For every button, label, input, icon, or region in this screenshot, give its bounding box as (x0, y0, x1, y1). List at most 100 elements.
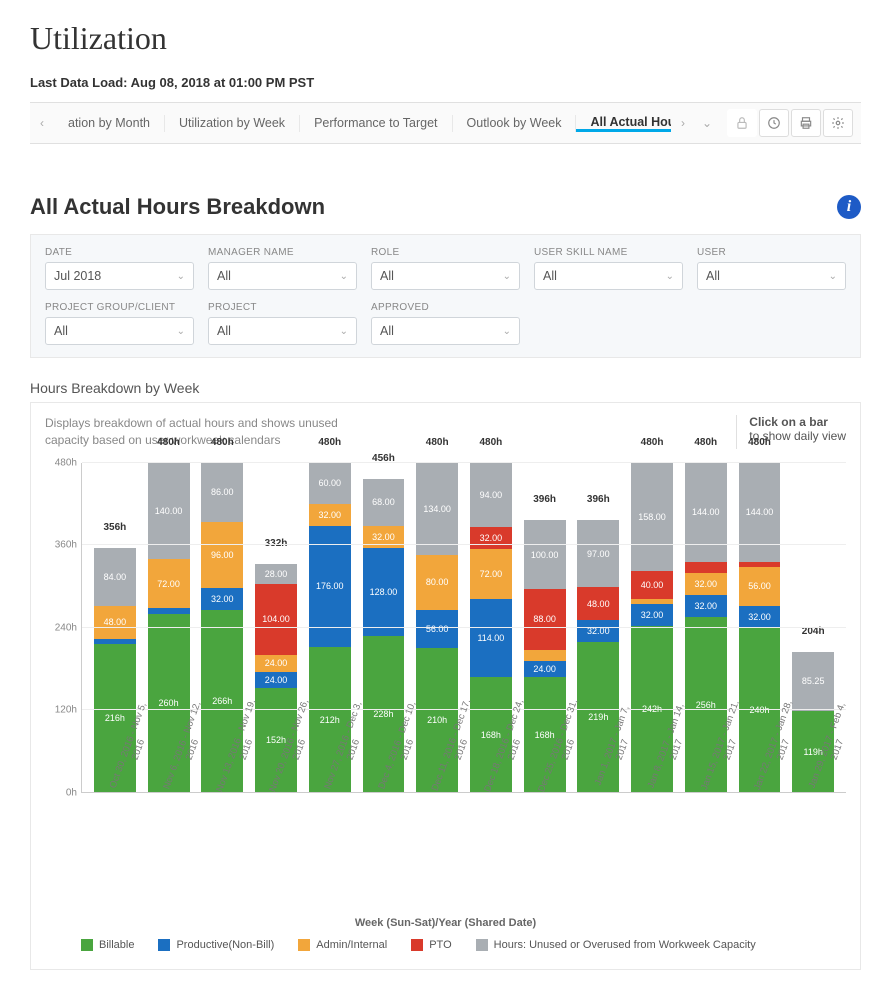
bar-segment-pto (685, 562, 727, 573)
chevron-down-icon: ⌄ (340, 271, 348, 282)
bar-total-label: 480h (211, 437, 234, 450)
filter-value: All (706, 269, 720, 283)
filter-select[interactable]: All⌄ (371, 262, 520, 290)
filter-role: ROLE All⌄ (371, 247, 520, 290)
legend-swatch (158, 939, 170, 951)
filter-label: USER SKILL NAME (534, 247, 683, 258)
legend-item-unused: Hours: Unused or Overused from Workweek … (476, 939, 756, 951)
bar-segment-admin: 32.00 (685, 573, 727, 595)
info-icon[interactable]: i (837, 195, 861, 219)
filter-project: PROJECT All⌄ (208, 302, 357, 345)
filter-select[interactable]: All⌄ (697, 262, 846, 290)
filter-label: DATE (45, 247, 194, 258)
bar-segment-pto: 88.00 (524, 589, 566, 650)
filter-select[interactable]: All ⌄ (371, 317, 520, 345)
gridline (82, 462, 846, 463)
filter-label: PROJECT (208, 302, 357, 313)
bar-segment-admin: 24.00 (255, 655, 297, 672)
bar-total-label: 204h (802, 626, 825, 639)
legend-label: Hours: Unused or Overused from Workweek … (494, 939, 756, 951)
bar-segment-productive: 114.00 (470, 599, 512, 677)
lock-icon (727, 109, 757, 137)
bar-segment-admin: 56.00 (739, 567, 781, 606)
filter-select[interactable]: Jul 2018⌄ (45, 262, 194, 290)
y-tick-label: 360h (55, 540, 77, 551)
bar-total-label: 480h (157, 437, 180, 450)
legend-swatch (476, 939, 488, 951)
tab-scroll-left[interactable]: ‹ (30, 116, 54, 130)
bar-segment-unused: 144.00 (685, 463, 727, 562)
bar-segment-admin: 72.00 (470, 549, 512, 599)
chevron-down-icon: ⌄ (666, 271, 674, 282)
filter-label: PROJECT GROUP/CLIENT (45, 302, 194, 313)
bar-segment-admin: 48.00 (94, 606, 136, 639)
filter-date: DATE Jul 2018⌄ (45, 247, 194, 290)
filter-select[interactable]: All ⌄ (45, 317, 194, 345)
bar-segment-unused: 100.00 (524, 520, 566, 589)
y-tick-label: 0h (66, 787, 77, 798)
gridline (82, 627, 846, 628)
bar-total-label: 396h (587, 494, 610, 507)
chart-hint-bold: Click on a bar (749, 415, 846, 429)
filter-project-group-client: PROJECT GROUP/CLIENT All ⌄ (45, 302, 194, 345)
filter-select[interactable]: All⌄ (208, 317, 357, 345)
tab-bar: ‹ ation by MonthUtilization by WeekPerfo… (30, 102, 861, 144)
filter-value: All (380, 324, 394, 338)
legend-label: Admin/Internal (316, 939, 387, 951)
filter-value: All (54, 324, 68, 338)
bar-segment-unused: 97.00 (577, 520, 619, 587)
section-title: All Actual Hours Breakdown (30, 194, 325, 220)
chart-title: Hours Breakdown by Week (30, 380, 861, 396)
legend-swatch (298, 939, 310, 951)
filter-label: ROLE (371, 247, 520, 258)
bar-total-label: 480h (426, 437, 449, 450)
legend-item-pto: PTO (411, 939, 451, 951)
chevron-down-icon: ⌄ (503, 326, 511, 337)
legend-item-productive: Productive(Non-Bill) (158, 939, 274, 951)
clock-icon-button[interactable] (759, 109, 789, 137)
bar-segment-pto: 48.00 (577, 587, 619, 620)
bar-segment-unused: 158.00 (631, 463, 673, 572)
filter-manager-name: MANAGER NAME All ⌄ (208, 247, 357, 290)
chart-description: Displays breakdown of actual hours and s… (45, 415, 365, 449)
bar-segment-productive: 32.00 (201, 588, 243, 610)
bar-total-label: 456h (372, 453, 395, 466)
x-axis: Oct 30, 2016 - Nov 5, 2016Nov 6, 2016 - … (45, 801, 846, 911)
chevron-down-icon: ⌄ (340, 326, 348, 337)
chevron-down-icon: ⌄ (503, 271, 511, 282)
filter-label: MANAGER NAME (208, 247, 357, 258)
bar-total-label: 480h (318, 437, 341, 450)
bar-segment-productive: 24.00 (524, 661, 566, 678)
bar-total-label: 480h (748, 437, 771, 450)
filter-select[interactable]: All ⌄ (534, 262, 683, 290)
legend-label: PTO (429, 939, 451, 951)
bar-segment-pto: 104.00 (255, 584, 297, 656)
y-tick-label: 480h (55, 457, 77, 468)
bar-segment-unused: 134.00 (416, 463, 458, 555)
filter-value: All (217, 269, 231, 283)
filter-select[interactable]: All ⌄ (208, 262, 357, 290)
tab-dropdown[interactable]: ⌄ (695, 116, 719, 130)
bar-segment-unused: 94.00 (470, 463, 512, 528)
filter-value: All (543, 269, 557, 283)
bar-total-label: 396h (533, 494, 556, 507)
tab-scroll-right[interactable]: › (671, 116, 695, 130)
gear-icon-button[interactable] (823, 109, 853, 137)
tab-1[interactable]: Utilization by Week (165, 115, 300, 132)
filter-value: Jul 2018 (54, 269, 101, 283)
print-icon-button[interactable] (791, 109, 821, 137)
tab-0[interactable]: ation by Month (54, 115, 165, 132)
tab-4[interactable]: All Actual Hours Breakdown (576, 115, 671, 132)
chart-card: Displays breakdown of actual hours and s… (30, 402, 861, 970)
bar-segment-unused: 84.00 (94, 548, 136, 606)
bar-segment-unused: 60.00 (309, 463, 351, 504)
legend-item-billable: Billable (81, 939, 134, 951)
bar-total-label: 480h (641, 437, 664, 450)
bar-segment-unused: 68.00 (363, 479, 405, 526)
tab-2[interactable]: Performance to Target (300, 115, 452, 132)
bar-segment-productive: 32.00 (739, 606, 781, 628)
tab-3[interactable]: Outlook by Week (453, 115, 577, 132)
chevron-down-icon: ⌄ (177, 326, 185, 337)
bar-segment-productive: 32.00 (631, 604, 673, 626)
legend-item-admin: Admin/Internal (298, 939, 387, 951)
